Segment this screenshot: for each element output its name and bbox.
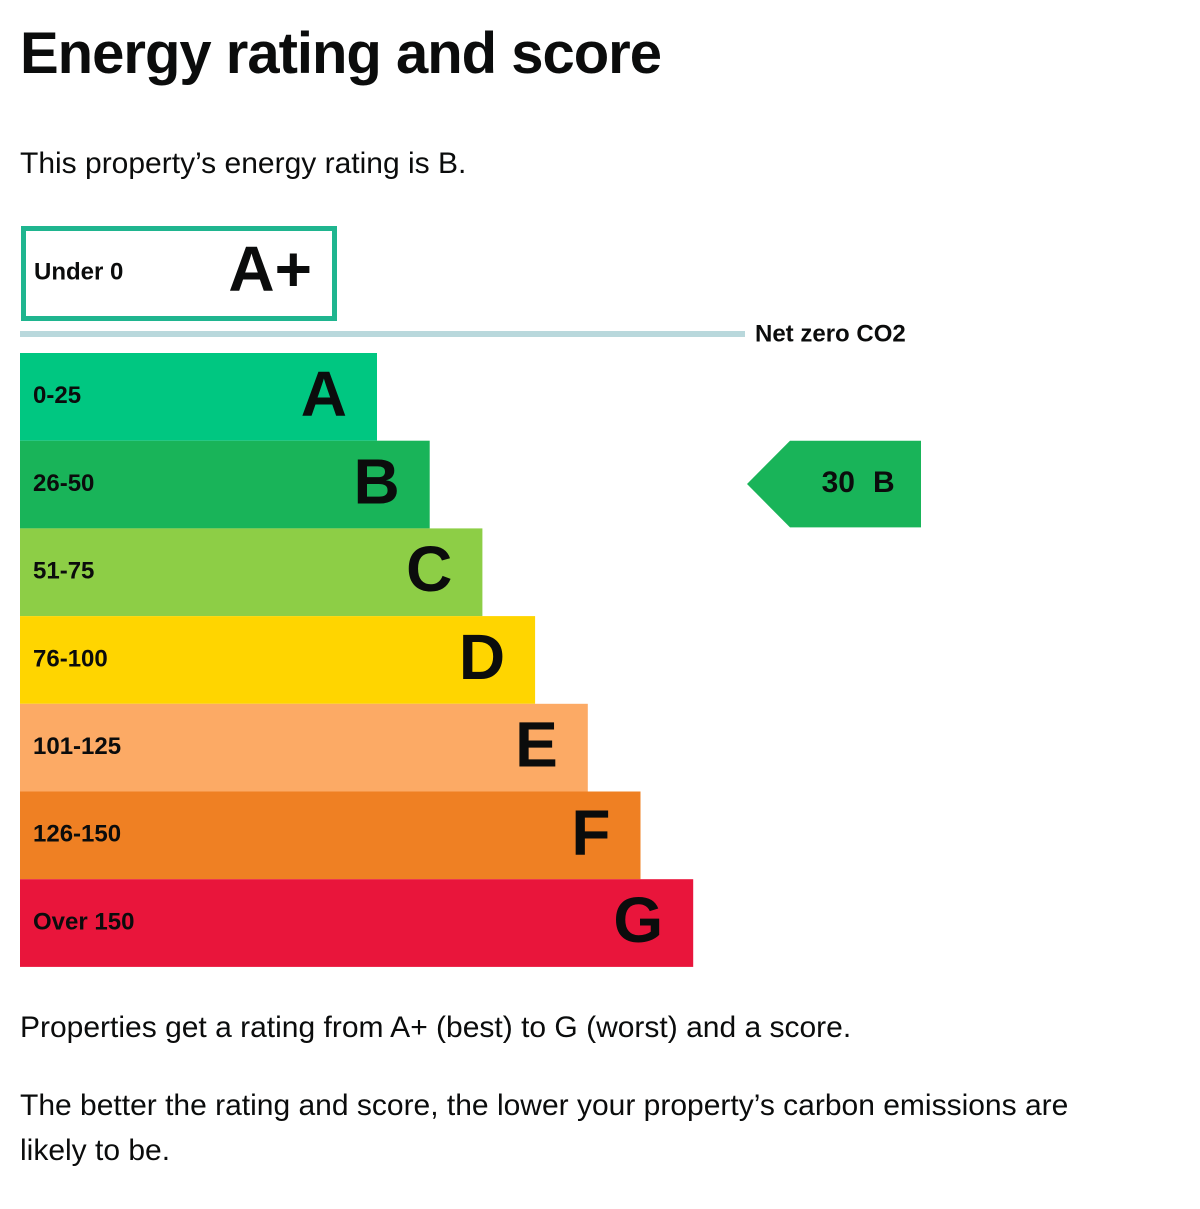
band-letter: A+: [228, 233, 312, 305]
current-rating-arrow: [747, 440, 921, 528]
band-range: 126-150: [33, 821, 121, 848]
page-title: Energy rating and score: [20, 21, 662, 86]
band-range: Under 0: [34, 258, 123, 285]
net-zero-label: Net zero CO2: [755, 320, 906, 347]
band-letter: B: [353, 445, 399, 517]
rating-chart: Under 0 A+ Net zero CO2 0-25 A 26-50 B 51-75 C 76…: [20, 226, 921, 967]
paragraph: Properties get a rating from A+ (best) t…: [20, 1011, 852, 1044]
band-range: 101-125: [33, 733, 121, 760]
paragraph: The better the rating and score, the low…: [20, 1089, 1069, 1167]
band-bar: [20, 353, 377, 441]
band-range: 26-50: [33, 470, 94, 497]
top-band-box: [21, 226, 337, 321]
band-bar: [20, 528, 483, 617]
current-score: 30: [822, 466, 855, 499]
band-bar: [20, 703, 588, 792]
band-bar: [20, 791, 641, 880]
band-range: 0-25: [33, 382, 81, 409]
band-letter: F: [571, 796, 610, 868]
band-range: 76-100: [33, 645, 108, 672]
band-letter: A: [301, 358, 347, 430]
band-bar: [20, 879, 694, 967]
net-zero-line: [20, 331, 745, 337]
band-range: Over 150: [33, 908, 134, 935]
band-letter: C: [406, 533, 452, 605]
band-bar: [20, 616, 536, 704]
intro-text: This property’s energy rating is B.: [20, 147, 467, 180]
band-letter: E: [515, 709, 558, 781]
current-rating: B: [873, 466, 895, 499]
band-bar: [20, 440, 430, 529]
band-range: 51-75: [33, 558, 94, 585]
band-letter: G: [613, 884, 663, 956]
band-letter: D: [459, 621, 505, 693]
